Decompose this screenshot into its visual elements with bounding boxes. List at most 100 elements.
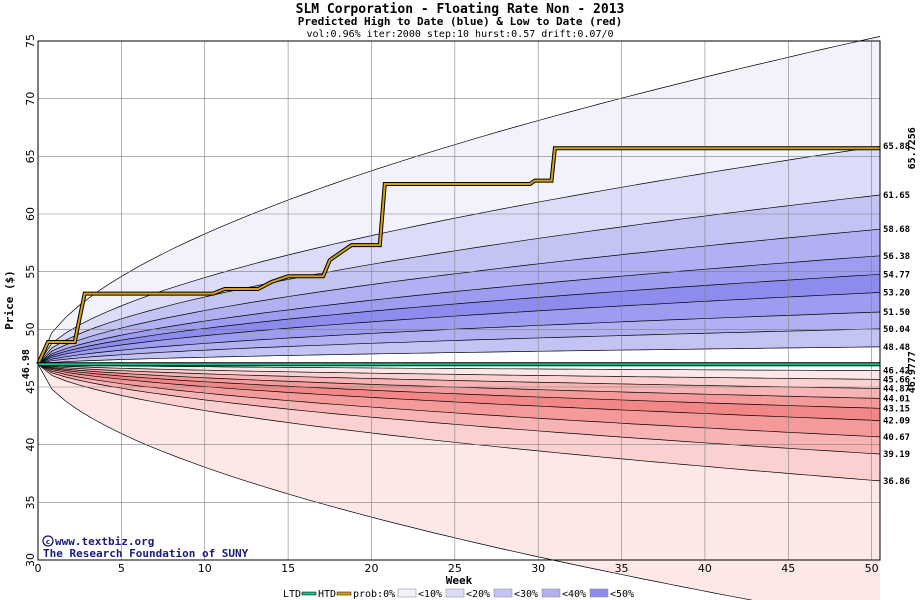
x-axis-ticks: 0 5 10 15 20 25 30 35 40 45 50 bbox=[35, 562, 879, 575]
y-axis-label: Price ($) bbox=[3, 270, 16, 330]
y-tick-label-6: 60 bbox=[24, 207, 37, 221]
contour-line-14 bbox=[37, 363, 881, 409]
legend: LTD HTD prob:0% <10% <20% <30% <40% <50% bbox=[283, 588, 634, 600]
right-label-0: 65.88 bbox=[883, 142, 910, 152]
chart-subtitle: Predicted High to Date (blue) & Low to D… bbox=[298, 15, 623, 28]
contour-line-3 bbox=[37, 228, 881, 365]
y-tick-label-3: 45 bbox=[24, 380, 37, 394]
low-band-5 bbox=[38, 364, 880, 437]
right-label-9: 46.42 bbox=[883, 367, 910, 377]
right-label-3: 56.38 bbox=[883, 252, 910, 262]
low-band-1 bbox=[38, 364, 880, 389]
htd-final-label: 65.7256 bbox=[907, 127, 918, 169]
legend-item-label-2: <30% bbox=[514, 589, 538, 600]
high-band-5 bbox=[38, 274, 880, 365]
legend-item-label-1: <20% bbox=[466, 589, 490, 600]
right-label-13: 43.15 bbox=[883, 404, 910, 414]
contour-line-1 bbox=[37, 145, 881, 365]
legend-item-label-0: <10% bbox=[418, 589, 442, 600]
contour-line-2 bbox=[37, 194, 881, 365]
contour-line-12 bbox=[37, 363, 881, 389]
right-label-5: 53.20 bbox=[883, 288, 910, 298]
copyright-icon bbox=[42, 535, 54, 547]
watermark: c www.textbiz.org The Research Foundatio… bbox=[42, 535, 249, 560]
plot-frame bbox=[37, 40, 881, 561]
contour-line-19 bbox=[37, 364, 753, 600]
high-band-6 bbox=[38, 292, 880, 365]
legend-htd-swatch bbox=[336, 591, 352, 596]
x-tick-label-0: 0 bbox=[35, 562, 42, 575]
high-band-8 bbox=[38, 328, 880, 365]
contour-line-10 bbox=[37, 363, 880, 371]
low-band-6 bbox=[38, 364, 880, 454]
y-tick-label-0: 30 bbox=[24, 553, 37, 567]
high-band-4 bbox=[38, 255, 880, 365]
contour-line-11 bbox=[37, 363, 881, 380]
x-tick-label-4: 20 bbox=[364, 562, 378, 575]
low-band-2 bbox=[38, 364, 880, 399]
x-tick-label-2: 10 bbox=[198, 562, 212, 575]
y-tick-label-8: 70 bbox=[24, 92, 37, 106]
low-band-7 bbox=[38, 364, 880, 481]
contour-line-4 bbox=[37, 255, 881, 365]
y-tick-label-2: 40 bbox=[24, 438, 37, 452]
right-label-16: 39.19 bbox=[883, 450, 910, 460]
x-tick-label-5: 25 bbox=[448, 562, 462, 575]
x-tick-label-9: 45 bbox=[781, 562, 795, 575]
x-tick-label-6: 30 bbox=[531, 562, 545, 575]
legend-swatch-0 bbox=[397, 588, 417, 598]
high-band-3 bbox=[38, 229, 880, 365]
watermark-org: The Research Foundation of SUNY bbox=[43, 547, 249, 560]
high-band-2 bbox=[38, 195, 880, 365]
high-band-7 bbox=[38, 312, 880, 365]
htd-line bbox=[37, 147, 880, 365]
legend-swatch-1 bbox=[445, 588, 465, 598]
contour-line-7 bbox=[37, 311, 881, 365]
low-band-4 bbox=[38, 364, 880, 421]
contour-line-9 bbox=[37, 346, 881, 365]
contour-line-15 bbox=[37, 363, 881, 421]
chart-params: vol:0.96% iter:2000 step:10 hurst:0.57 d… bbox=[306, 29, 613, 40]
right-label-1: 61.65 bbox=[883, 191, 910, 201]
legend-swatch-2 bbox=[493, 588, 513, 598]
legend-ltd-swatch bbox=[301, 591, 317, 596]
contour-line-5 bbox=[37, 273, 881, 365]
legend-prob-label: prob:0% bbox=[353, 589, 395, 600]
low-band-8 bbox=[38, 364, 880, 600]
contour-line-17 bbox=[37, 363, 881, 455]
right-label-4: 54.77 bbox=[883, 270, 910, 280]
copyright-glyph: c bbox=[46, 538, 50, 546]
watermark-url: www.textbiz.org bbox=[55, 535, 154, 548]
high-band-1 bbox=[38, 146, 880, 365]
right-label-15: 40.67 bbox=[883, 433, 910, 443]
low-band-0 bbox=[38, 364, 880, 380]
x-tick-label-10: 50 bbox=[865, 562, 879, 575]
legend-item-label-4: <50% bbox=[610, 589, 634, 600]
y-tick-label-7: 65 bbox=[24, 149, 37, 163]
ltd-final-label: 46.9777 bbox=[907, 351, 918, 393]
x-tick-label-1: 5 bbox=[118, 562, 125, 575]
series-lines bbox=[36, 146, 880, 367]
contour-line-8 bbox=[37, 328, 881, 365]
contour-line-18 bbox=[37, 363, 881, 482]
legend-swatch-4 bbox=[589, 588, 609, 598]
right-label-8: 48.48 bbox=[883, 343, 910, 353]
x-tick-label-8: 40 bbox=[698, 562, 712, 575]
y-axis-ticks: 30 35 40 45 50 55 60 65 70 75 bbox=[24, 34, 37, 567]
y-tick-label-9: 75 bbox=[24, 34, 37, 48]
right-label-12: 44.01 bbox=[883, 394, 910, 404]
right-label-2: 58.68 bbox=[883, 225, 910, 235]
right-label-10: 45.66 bbox=[883, 375, 910, 385]
y-tick-label-1: 35 bbox=[24, 495, 37, 509]
right-value-labels: 65.88 61.65 58.68 56.38 54.77 53.20 51.50 50.04… bbox=[883, 142, 911, 487]
legend-ltd-label: LTD bbox=[283, 589, 301, 600]
start-price-label: 46.98 bbox=[21, 349, 32, 379]
chart-title: SLM Corporation - Floating Rate Non - 20… bbox=[296, 2, 625, 17]
high-band-0 bbox=[38, 36, 880, 365]
right-label-11: 44.87 bbox=[883, 384, 910, 394]
legend-swatch-3 bbox=[541, 588, 561, 598]
y-tick-label-4: 50 bbox=[24, 322, 37, 336]
contour-line-16 bbox=[37, 363, 881, 438]
x-axis-label: Week bbox=[446, 574, 473, 587]
